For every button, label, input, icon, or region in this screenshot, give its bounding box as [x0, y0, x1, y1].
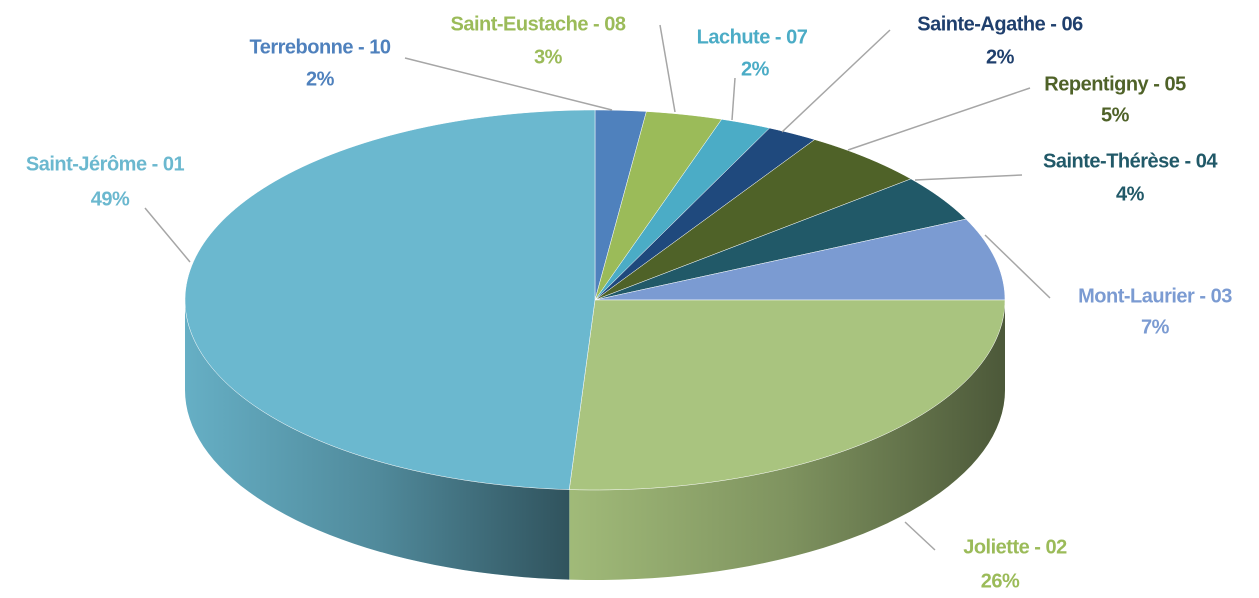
leader-line: [144, 207, 191, 263]
slice-value-label: 49%: [91, 188, 130, 210]
slice-label: Sainte-Thérèse - 04: [1043, 150, 1218, 172]
labels: Terrebonne - 10 2% Saint-Eustache - 08 3% La…: [26, 13, 1233, 592]
slice: [568, 299, 1006, 491]
slice-value-label: 4%: [1116, 183, 1145, 205]
slice-value-label: 3%: [534, 46, 563, 68]
slice: [184, 109, 596, 490]
slice: [594, 111, 723, 301]
slice-value-label: 7%: [1141, 316, 1170, 338]
slice-label: Saint-Eustache - 08: [450, 13, 625, 35]
slice-value-label: 26%: [981, 570, 1020, 592]
slice-label: Joliette - 02: [963, 536, 1067, 558]
slice: [594, 218, 1006, 301]
slice-label: Terrebonne - 10: [249, 36, 390, 58]
slice-value-label: 2%: [306, 68, 335, 90]
slice-side-shade: [569, 300, 1005, 580]
slice: [594, 127, 816, 301]
slice-label: Saint-Jérôme - 01: [26, 153, 185, 175]
slice-side-shade: [185, 300, 570, 580]
slice: [594, 139, 912, 301]
slice-label: Lachute - 07: [697, 26, 808, 48]
leader-line: [659, 24, 676, 113]
leader-line: [984, 234, 1051, 299]
leader-line: [404, 57, 613, 111]
slice-value-label: 5%: [1101, 104, 1130, 126]
slice: [594, 178, 967, 301]
pie-tops: [184, 109, 1006, 491]
leader-line: [904, 521, 936, 551]
slice-value-label: 2%: [986, 46, 1015, 68]
leader-line: [847, 87, 1031, 151]
slice-label: Mont-Laurier - 03: [1078, 285, 1232, 307]
leader-line: [781, 29, 891, 133]
slice-label: Sainte-Agathe - 06: [917, 13, 1083, 35]
pie-sides: [185, 300, 1005, 580]
slice-label: Repentigny - 05: [1044, 73, 1186, 95]
leader-line: [914, 174, 1023, 181]
slice: [594, 119, 771, 301]
slice-value-label: 2%: [741, 58, 770, 80]
leader-line: [731, 77, 736, 121]
